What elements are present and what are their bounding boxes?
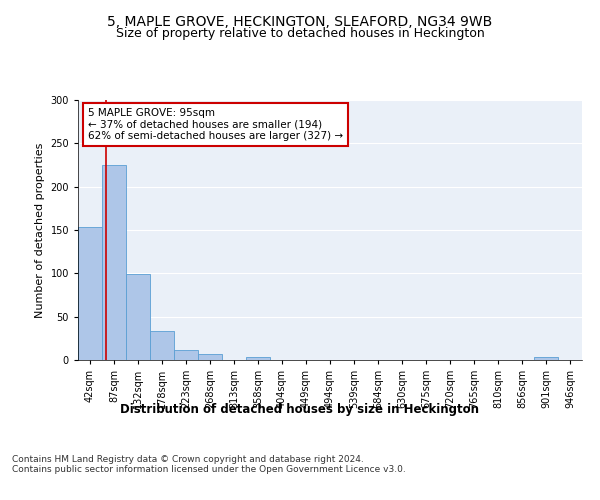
Bar xyxy=(102,165,126,360)
Bar xyxy=(534,358,558,360)
Bar xyxy=(150,332,174,360)
Text: Distribution of detached houses by size in Heckington: Distribution of detached houses by size … xyxy=(121,402,479,415)
Bar xyxy=(174,350,198,360)
Text: 5, MAPLE GROVE, HECKINGTON, SLEAFORD, NG34 9WB: 5, MAPLE GROVE, HECKINGTON, SLEAFORD, NG… xyxy=(107,15,493,29)
Text: Size of property relative to detached houses in Heckington: Size of property relative to detached ho… xyxy=(116,28,484,40)
Bar xyxy=(126,274,150,360)
Bar xyxy=(246,358,270,360)
Text: Contains HM Land Registry data © Crown copyright and database right 2024.
Contai: Contains HM Land Registry data © Crown c… xyxy=(12,455,406,474)
Text: 5 MAPLE GROVE: 95sqm
← 37% of detached houses are smaller (194)
62% of semi-deta: 5 MAPLE GROVE: 95sqm ← 37% of detached h… xyxy=(88,108,343,141)
Bar xyxy=(78,228,102,360)
Y-axis label: Number of detached properties: Number of detached properties xyxy=(35,142,45,318)
Bar xyxy=(198,354,222,360)
